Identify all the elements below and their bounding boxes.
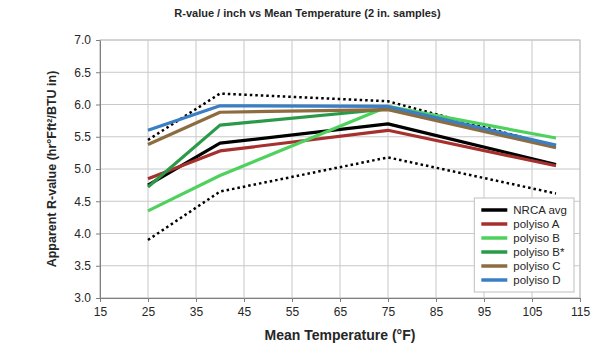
x-axis-title: Mean Temperature (°F): [265, 327, 416, 343]
legend: NRCA avg polyiso A polyiso B polyiso B* poly…: [474, 198, 574, 292]
x-tick: 25: [142, 298, 156, 319]
y-axis-line: [100, 41, 101, 299]
y-tick-label: 3.5: [74, 259, 91, 273]
series-line: [148, 130, 556, 178]
x-tick: 15: [94, 298, 108, 319]
y-tick: 4.5: [74, 195, 100, 209]
x-tick: 105: [522, 298, 542, 319]
y-grid-line: [100, 40, 580, 41]
y-tick-label: 5.0: [74, 162, 91, 176]
plot-area: [100, 40, 580, 298]
legend-label: NRCA avg: [513, 204, 567, 216]
y-tick-mark: [96, 72, 100, 73]
series-line: [148, 106, 556, 145]
y-tick: 3.0: [74, 291, 100, 305]
legend-label: polyiso B: [513, 232, 560, 244]
y-tick-mark: [96, 298, 100, 299]
y-tick-mark: [96, 201, 100, 202]
x-tick-label: 95: [478, 305, 492, 319]
x-tick-label: 55: [286, 305, 300, 319]
x-tick: 65: [334, 298, 348, 319]
x-tick-mark: [484, 298, 485, 302]
y-axis-title: Apparent R-value (hr°Fft²/BTU in): [45, 71, 59, 268]
chart-container: 15 25 35 45 55 65 75 85 95 105 115 3.0 3.5 4.0 4.5 5.0 5…: [0, 0, 615, 350]
x-tick-mark: [388, 298, 389, 302]
x-tick-label: 115: [571, 305, 590, 319]
legend-swatch: [481, 264, 507, 268]
y-tick: 7.0: [74, 33, 100, 47]
x-tick: 85: [430, 298, 444, 319]
x-tick-label: 85: [430, 305, 444, 319]
x-tick-label: 35: [190, 305, 204, 319]
y-axis: 3.0 3.5 4.0 4.5 5.0 5.5 6.0 6.5 7.0: [74, 33, 100, 305]
y-tick-mark: [96, 169, 100, 170]
y-tick-mark: [96, 137, 100, 138]
x-tick-mark: [292, 298, 293, 302]
chart-title: R-value / inch vs Mean Temperature (2 in…: [174, 7, 441, 19]
y-tick-label: 6.5: [74, 66, 91, 80]
legend-swatch: [481, 208, 507, 212]
x-tick-mark: [340, 298, 341, 302]
y-tick-label: 7.0: [74, 33, 91, 47]
x-tick-label: 105: [522, 305, 542, 319]
legend-label: polyiso D: [513, 274, 560, 286]
x-tick: 35: [190, 298, 204, 319]
y-grid-line: [100, 72, 580, 73]
y-tick-mark: [96, 40, 100, 41]
x-tick-label: 65: [334, 305, 348, 319]
y-tick: 5.5: [74, 130, 100, 144]
legend-swatch: [481, 236, 507, 240]
x-tick: 55: [286, 298, 300, 319]
y-tick-mark: [96, 266, 100, 267]
legend-swatch: [481, 222, 507, 226]
legend-swatch: [481, 278, 507, 282]
x-tick-label: 75: [382, 305, 396, 319]
legend-box: [474, 198, 574, 292]
x-tick-mark: [196, 298, 197, 302]
x-tick-mark: [436, 298, 437, 302]
legend-swatch: [481, 250, 507, 254]
series-line: [148, 109, 556, 187]
y-tick-label: 3.0: [74, 291, 91, 305]
x-tick: 45: [238, 298, 252, 319]
x-tick-label: 45: [238, 305, 252, 319]
y-tick: 4.0: [74, 227, 100, 241]
x-tick-mark: [148, 298, 149, 302]
x-tick: 95: [478, 298, 492, 319]
y-tick-label: 4.0: [74, 227, 91, 241]
x-axis: 15 25 35 45 55 65 75 85 95 105 115: [94, 298, 591, 319]
x-tick-label: 25: [142, 305, 156, 319]
grid: [100, 40, 580, 298]
x-tick: 75: [382, 298, 396, 319]
y-tick: 6.5: [74, 66, 100, 80]
y-tick: 6.0: [74, 98, 100, 112]
y-tick-label: 6.0: [74, 98, 91, 112]
x-tick-mark: [244, 298, 245, 302]
x-tick: 115: [571, 298, 590, 319]
y-tick-mark: [96, 234, 100, 235]
y-tick: 5.0: [74, 162, 100, 176]
chart-svg: 15 25 35 45 55 65 75 85 95 105 115 3.0 3.5 4.0 4.5 5.0 5…: [0, 0, 615, 350]
series-line: [148, 110, 556, 148]
x-tick-mark: [580, 298, 581, 302]
y-tick-mark: [96, 105, 100, 106]
x-tick-mark: [100, 298, 101, 302]
y-tick: 3.5: [74, 259, 100, 273]
legend-label: polyiso C: [513, 260, 560, 272]
x-tick-label: 15: [94, 305, 108, 319]
legend-label: polyiso A: [513, 218, 559, 230]
x-tick-mark: [532, 298, 533, 302]
series-line: [148, 106, 556, 210]
y-tick-label: 5.5: [74, 130, 91, 144]
y-tick-label: 4.5: [74, 195, 91, 209]
legend-label: polyiso B*: [513, 246, 565, 258]
